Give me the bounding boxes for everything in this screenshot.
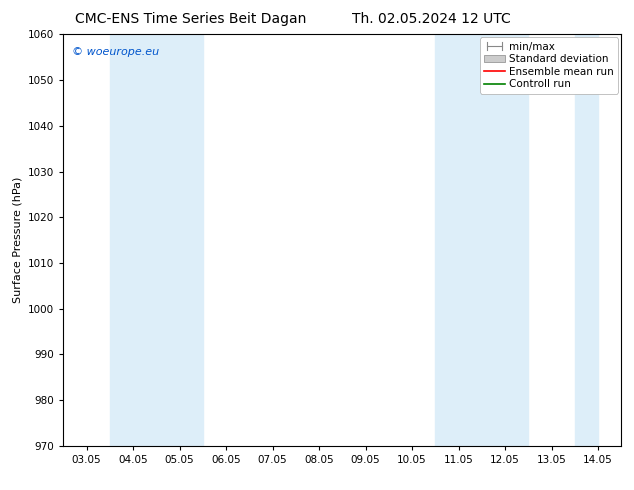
Text: © woeurope.eu: © woeurope.eu — [72, 47, 159, 57]
Bar — [575, 34, 598, 446]
Legend: min/max, Standard deviation, Ensemble mean run, Controll run: min/max, Standard deviation, Ensemble me… — [480, 37, 618, 94]
Bar — [436, 34, 528, 446]
Y-axis label: Surface Pressure (hPa): Surface Pressure (hPa) — [13, 177, 23, 303]
Text: CMC-ENS Time Series Beit Dagan: CMC-ENS Time Series Beit Dagan — [75, 12, 306, 26]
Bar — [110, 34, 203, 446]
Text: Th. 02.05.2024 12 UTC: Th. 02.05.2024 12 UTC — [352, 12, 510, 26]
